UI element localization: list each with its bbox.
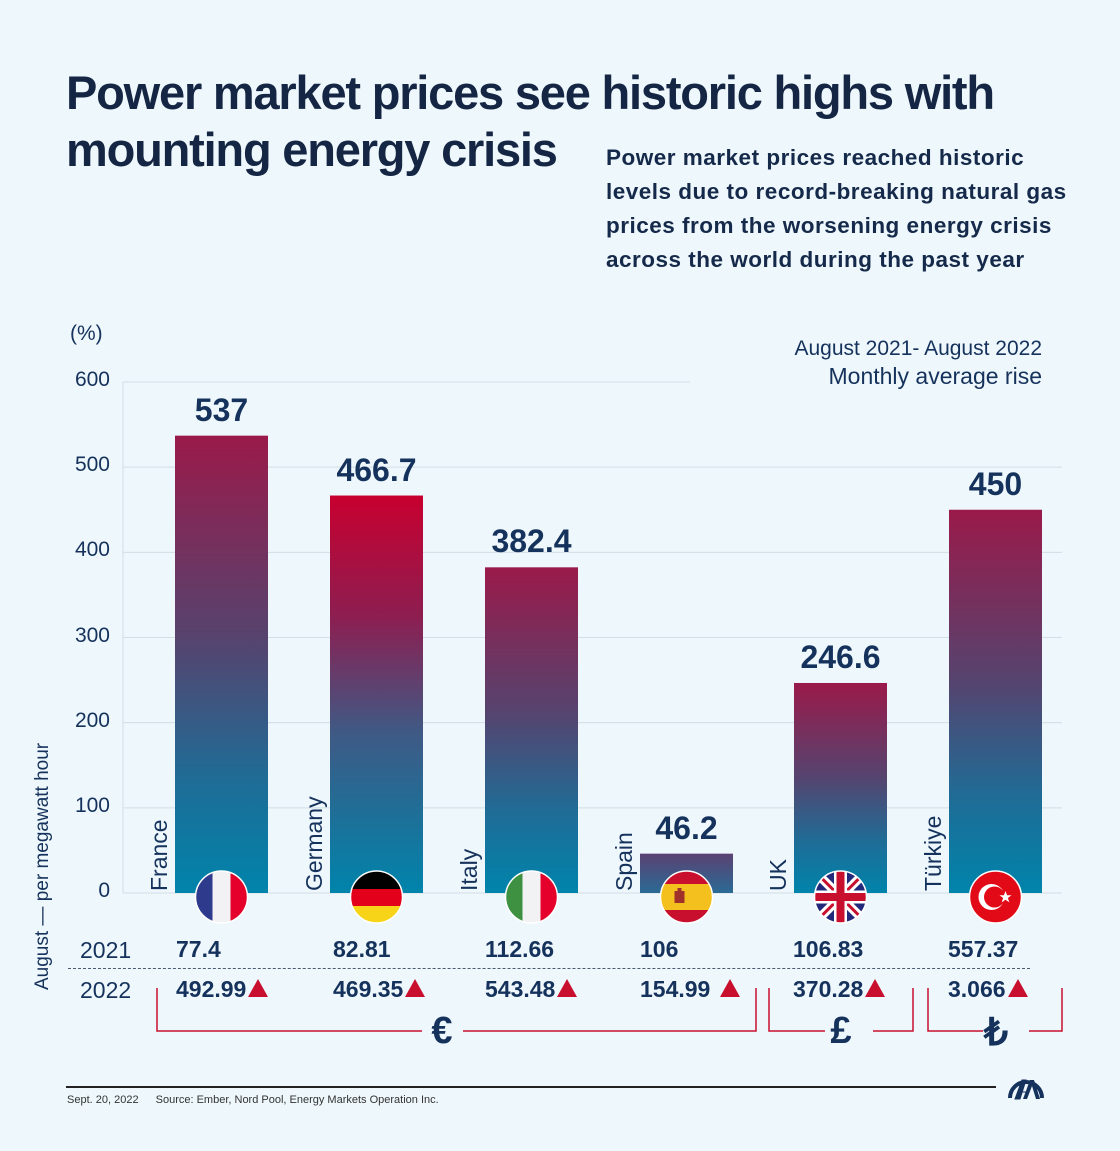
table-cell: 106.83 (793, 936, 863, 963)
category-label: UK (765, 859, 791, 891)
euro-symbol: € (431, 1010, 453, 1052)
y-tick-label: 200 (74, 708, 110, 732)
pound-symbol: £ (830, 1010, 852, 1052)
value-label: 537 (194, 391, 249, 428)
anadolu-agency-logo-icon (1006, 1068, 1046, 1106)
currency-bracket (927, 988, 1063, 1032)
footer-source: Source: Ember, Nord Pool, Energy Markets… (155, 1094, 439, 1106)
cell-value: 77.4 (176, 936, 221, 962)
up-triangle-icon (865, 979, 886, 997)
y-tick-label: 300 (74, 623, 110, 647)
up-triangle-icon (557, 979, 578, 997)
table-cell: 370.28 (793, 976, 886, 1003)
cell-value: 543.48 (485, 976, 556, 1002)
uk-flag-icon (813, 870, 868, 924)
table-cell: 469.35 (333, 976, 426, 1003)
cell-value: 106.83 (793, 936, 864, 962)
bar-uk (794, 682, 887, 893)
table-cell: 3.066 (948, 976, 1028, 1003)
value-label: 46.2 (655, 809, 718, 846)
table-cell: 557.37 (948, 936, 1018, 963)
value-label: 382.4 (491, 523, 572, 560)
bar-germany (330, 495, 423, 893)
category-label: Türkiye (920, 815, 946, 891)
period-range: August 2021- August 2022 (794, 337, 1042, 360)
france-flag-icon (194, 870, 249, 924)
up-triangle-icon (1007, 979, 1028, 997)
currency-bracket (768, 988, 914, 1032)
table-cell: 543.48 (485, 976, 578, 1003)
cell-value: 3.066 (948, 976, 1006, 1002)
bar-türkiye (949, 509, 1042, 893)
table-cell: 82.81 (333, 936, 391, 963)
period-label: August 2021- August 2022 Monthly average… (794, 335, 1042, 391)
table-cell: 77.4 (176, 936, 221, 963)
period-measure: Monthly average rise (828, 363, 1043, 389)
row-label-2021: 2021 (80, 937, 132, 963)
germany-flag-icon (349, 870, 404, 924)
up-triangle-icon (405, 979, 426, 997)
category-label: Spain (611, 832, 637, 891)
category-label: Italy (456, 848, 482, 891)
up-triangle-icon (248, 979, 269, 997)
value-label: 450 (968, 465, 1023, 502)
cell-value: 492.99 (176, 976, 247, 1002)
value-label: 466.7 (336, 451, 417, 488)
bar-italy (485, 567, 578, 893)
currency-bracket (156, 988, 757, 1032)
up-triangle-icon (720, 979, 741, 997)
y-tick-label: 600 (74, 368, 110, 391)
cell-value: 82.81 (333, 936, 391, 962)
page-title: Power market prices see historic highs w… (66, 64, 995, 178)
table-cell: 106 (640, 936, 678, 963)
title-line-2: mounting energy crisis (66, 123, 558, 176)
cell-value: 370.28 (793, 976, 864, 1002)
table-cell: 112.66 (485, 936, 554, 963)
y-axis-unit: (%) (70, 322, 103, 345)
table-cell: 154.99 (640, 976, 741, 1003)
lira-symbol: ₺ (983, 1012, 1009, 1054)
subtitle: Power market prices reached historic lev… (606, 145, 1067, 272)
footer-date: Sept. 20, 2022 (67, 1094, 139, 1106)
cell-value: 106 (640, 936, 679, 962)
row-label-2022: 2022 (80, 977, 132, 1003)
spain-flag-icon (659, 870, 714, 924)
category-label: France (146, 819, 172, 891)
italy-flag-icon (504, 870, 559, 924)
y-tick-label: 100 (74, 793, 110, 817)
footer-divider (66, 1086, 996, 1088)
y-tick-label: 500 (74, 453, 110, 477)
value-label: 246.6 (800, 638, 881, 675)
y-tick-label: 400 (74, 538, 110, 562)
cell-value: 469.35 (333, 976, 404, 1002)
y-tick-label: 0 (98, 879, 110, 902)
category-label: Germany (301, 796, 327, 891)
table-cell: 492.99 (176, 976, 269, 1003)
title-line-1: Power market prices see historic highs w… (66, 66, 995, 119)
bar-france (175, 435, 268, 893)
turkiye-flag-icon (968, 870, 1023, 924)
cell-value: 112.66 (485, 936, 555, 962)
row-divider (68, 968, 1030, 969)
cell-value: 154.99 (640, 976, 711, 1002)
cell-value: 557.37 (948, 936, 1019, 962)
footer: Sept. 20, 2022 Source: Ember, Nord Pool,… (67, 1094, 453, 1106)
